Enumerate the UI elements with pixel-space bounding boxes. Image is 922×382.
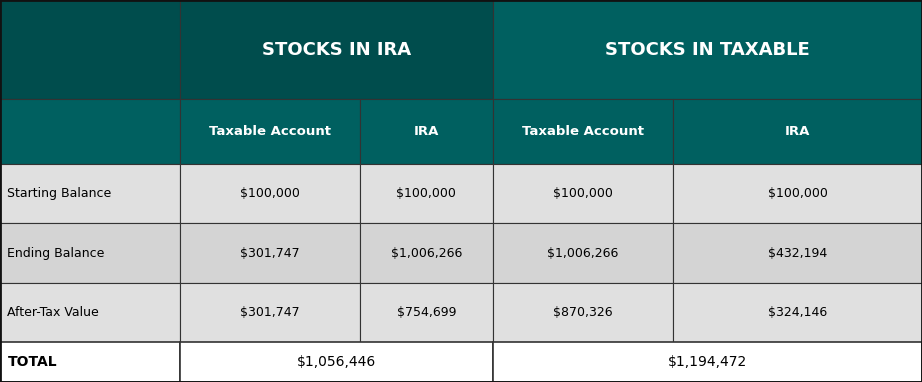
Text: TOTAL: TOTAL xyxy=(7,355,57,369)
Bar xyxy=(360,223,493,283)
Bar xyxy=(0,0,180,99)
Bar xyxy=(0,283,180,342)
Bar xyxy=(493,99,673,164)
Text: STOCKS IN TAXABLE: STOCKS IN TAXABLE xyxy=(605,40,810,59)
Text: $432,194: $432,194 xyxy=(768,246,827,260)
Text: IRA: IRA xyxy=(414,125,439,138)
Bar xyxy=(673,223,922,283)
Bar xyxy=(360,283,493,342)
Text: $870,326: $870,326 xyxy=(553,306,613,319)
Bar xyxy=(673,99,922,164)
Text: $100,000: $100,000 xyxy=(768,187,827,201)
Text: $324,146: $324,146 xyxy=(768,306,827,319)
Bar xyxy=(180,283,360,342)
Bar xyxy=(673,283,922,342)
Text: $100,000: $100,000 xyxy=(553,187,613,201)
Text: $301,747: $301,747 xyxy=(240,306,300,319)
Bar xyxy=(493,342,922,382)
Bar xyxy=(0,342,180,382)
Text: $301,747: $301,747 xyxy=(240,246,300,260)
Text: Taxable Account: Taxable Account xyxy=(522,125,644,138)
Bar xyxy=(493,283,673,342)
Text: STOCKS IN IRA: STOCKS IN IRA xyxy=(262,40,411,59)
Bar xyxy=(493,164,673,223)
Bar xyxy=(180,0,493,99)
Bar xyxy=(0,99,180,164)
Bar xyxy=(0,223,180,283)
Bar xyxy=(360,99,493,164)
Bar xyxy=(180,164,360,223)
Bar xyxy=(180,99,360,164)
Bar xyxy=(180,223,360,283)
Text: IRA: IRA xyxy=(785,125,810,138)
Text: $100,000: $100,000 xyxy=(396,187,456,201)
Bar xyxy=(673,164,922,223)
Text: After-Tax Value: After-Tax Value xyxy=(7,306,100,319)
Text: $1,006,266: $1,006,266 xyxy=(391,246,462,260)
Text: $754,699: $754,699 xyxy=(396,306,456,319)
Text: $1,006,266: $1,006,266 xyxy=(548,246,619,260)
Text: Starting Balance: Starting Balance xyxy=(7,187,112,201)
Text: Ending Balance: Ending Balance xyxy=(7,246,105,260)
Bar xyxy=(360,164,493,223)
Text: $1,194,472: $1,194,472 xyxy=(668,355,747,369)
Text: $1,056,446: $1,056,446 xyxy=(297,355,376,369)
Bar xyxy=(493,0,922,99)
Bar xyxy=(0,164,180,223)
Text: $100,000: $100,000 xyxy=(240,187,300,201)
Bar xyxy=(180,342,493,382)
Bar xyxy=(493,223,673,283)
Text: Taxable Account: Taxable Account xyxy=(208,125,331,138)
